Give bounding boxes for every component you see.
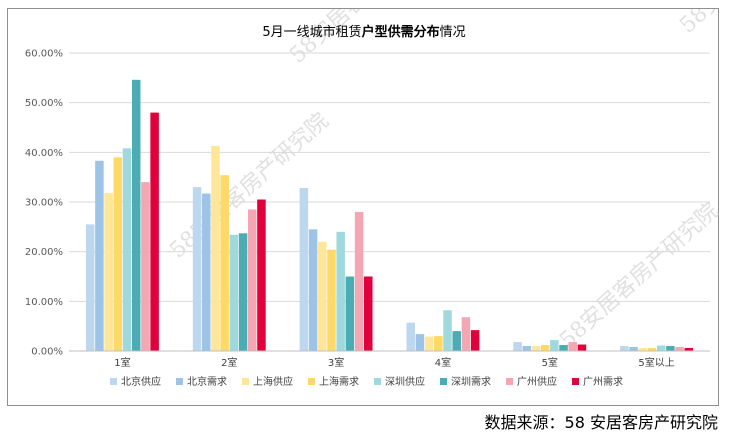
bar [308,229,318,351]
y-tick-label: 30.00% [25,198,63,209]
bar [452,331,461,351]
legend-label: 深圳供应 [385,375,425,388]
bar [211,145,220,351]
bar [666,346,675,351]
bar [461,317,471,351]
legend-swatch [572,378,579,385]
watermark-text: 58安居客房产研究院 [555,198,720,353]
x-category-label: 5室 [542,356,558,369]
y-axis-ticks: 0.00% 10.00% 20.00% 30.00% 40.00% 50.00% 60.00… [25,49,63,358]
bar [141,182,150,351]
bar [550,340,559,351]
bars [85,79,694,351]
legend-label: 广州需求 [583,376,623,388]
legend-label: 北京需求 [187,375,227,388]
bar [559,345,568,351]
chart-frame: 58安居客房产研究院58安居客房产研究院58安居客房产研究院58安居客房产研究院… [7,8,720,406]
legend-swatch [440,378,447,385]
legend-label: 深圳需求 [451,376,491,388]
bar [131,79,141,351]
bar [540,345,550,351]
legend-swatch [374,378,381,385]
x-category-label: 4室 [435,356,451,369]
bar [202,193,211,351]
legend-swatch [176,378,183,385]
source-note: 数据来源：58 安居客房产研究院 [484,413,718,432]
legend-swatch [308,378,315,385]
bar [257,199,266,351]
x-category-label: 5室以上 [638,356,674,369]
bar [299,188,309,351]
x-category-label: 3室 [328,356,344,369]
legend-swatch [242,378,249,385]
bar [406,322,415,351]
chart-title-part: 情况 [440,25,466,40]
legend-label: 广州供应 [517,375,557,388]
watermark-text: 58安居客房产研究院 [675,9,720,38]
bar [150,112,159,351]
bar [85,224,95,351]
bar [229,234,239,351]
bar [220,175,229,351]
x-axis-categories: 1室 2室 3室 4室 5室 5室以上 [114,356,675,369]
bar [113,157,123,351]
bar [104,193,113,351]
legend-swatch [506,378,513,385]
bar [443,310,452,351]
bar [95,160,104,351]
y-tick-label: 10.00% [25,297,63,308]
bar [531,346,541,351]
bar [470,330,480,351]
bar [415,334,425,351]
grid-lines [69,52,710,302]
bar [354,211,364,351]
bar [513,342,522,351]
bar [238,233,248,351]
y-tick-label: 40.00% [25,148,63,159]
bar [122,148,132,351]
bar [248,209,257,351]
bar-chart: 58安居客房产研究院58安居客房产研究院58安居客房产研究院58安居客房产研究院… [25,9,720,388]
y-tick-label: 0.00% [31,347,63,358]
x-category-label: 2室 [221,356,237,369]
bar [577,344,587,351]
bar [318,241,327,351]
bar [345,276,355,351]
bar [192,187,202,351]
chart-title-part: 5月一线城市租赁 [262,24,361,40]
bar [336,231,345,351]
bar [568,342,577,351]
y-tick-label: 60.00% [25,49,63,60]
y-tick-label: 50.00% [25,98,63,109]
bar [638,348,648,351]
bar [647,348,657,351]
chart-title-part: 户型供需分布 [362,24,440,40]
bar [522,346,531,351]
bar [424,336,434,351]
bar [620,346,629,351]
legend-swatch [110,378,117,385]
bar [675,347,684,351]
legend: 北京供应 北京需求 上海供应 上海需求 深圳供应 深圳需求 广州供应 广州需求 [110,375,623,388]
legend-label: 北京供应 [121,375,161,388]
bar [684,348,694,351]
bar [327,249,336,351]
bar [434,336,443,351]
legend-label: 上海供应 [253,375,293,388]
bar [364,276,373,351]
bar [656,345,666,351]
bar [629,347,638,351]
legend-label: 上海需求 [319,375,359,388]
x-category-label: 1室 [114,356,130,369]
y-tick-label: 20.00% [25,247,63,258]
chart-title: 5月一线城市租赁户型供需分布情况 [262,24,465,40]
